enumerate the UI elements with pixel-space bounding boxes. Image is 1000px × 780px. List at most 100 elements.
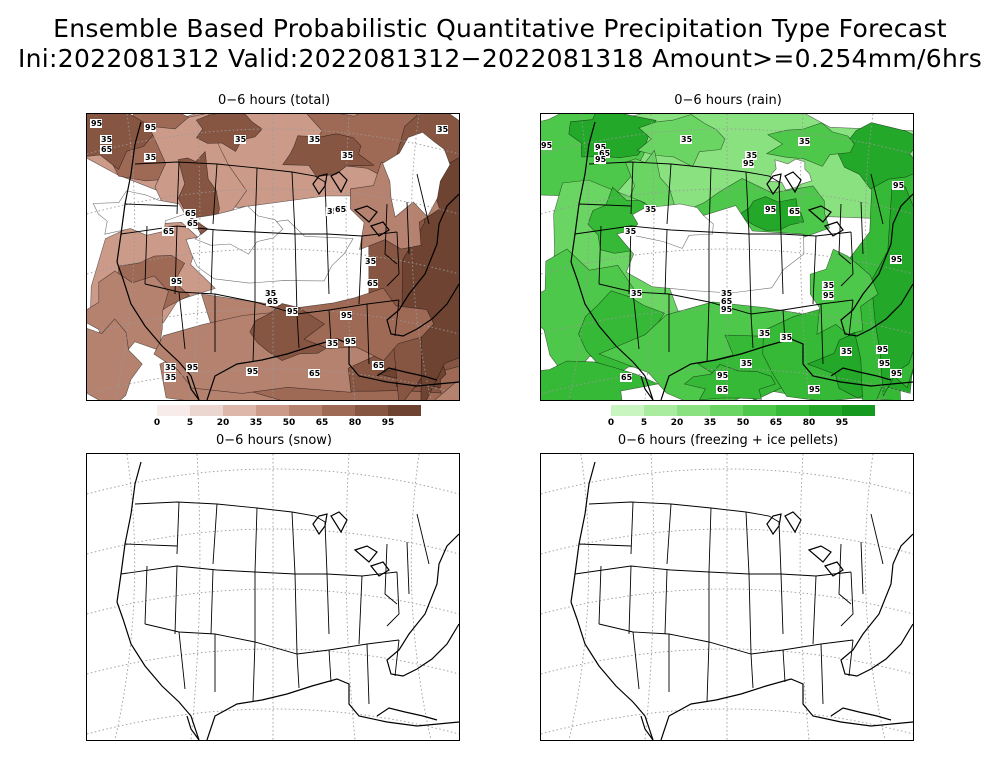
state-border bbox=[708, 167, 712, 233]
contour-label-bg bbox=[840, 347, 852, 356]
state-border bbox=[628, 225, 632, 295]
coastline bbox=[369, 221, 390, 237]
contour-label: 35 bbox=[101, 135, 113, 144]
contour-label: 95 bbox=[171, 277, 183, 286]
contour-label-bg bbox=[890, 369, 902, 378]
contour-label-bg bbox=[286, 307, 298, 316]
coastline bbox=[386, 193, 459, 337]
state-border bbox=[632, 291, 640, 350]
graticule-line bbox=[541, 368, 913, 395]
graticule-line bbox=[541, 648, 913, 675]
graticule-line bbox=[87, 468, 459, 495]
colorbar-swatch bbox=[256, 405, 289, 416]
colorbar-tick-label: 35 bbox=[249, 418, 263, 428]
contour-label-bg bbox=[186, 219, 198, 228]
state-border bbox=[838, 203, 852, 265]
coastline bbox=[116, 461, 142, 603]
state-border bbox=[210, 569, 214, 635]
contour-label: 35 bbox=[342, 151, 354, 160]
graticule-line bbox=[190, 114, 201, 400]
colorbar-swatch bbox=[677, 405, 710, 416]
contour-label: 95 bbox=[287, 307, 299, 316]
contour-label: 65 bbox=[373, 361, 385, 370]
contour-label-bg bbox=[890, 255, 902, 264]
coastline bbox=[840, 193, 913, 337]
coastline bbox=[369, 561, 390, 577]
state-border bbox=[840, 571, 854, 627]
colorbar-total bbox=[157, 405, 421, 416]
coastline bbox=[660, 678, 913, 740]
contour-label: 35 bbox=[759, 329, 771, 338]
state-border bbox=[358, 575, 363, 645]
graticule-line bbox=[87, 588, 459, 615]
colorbar-tick-label: 0 bbox=[607, 418, 615, 428]
state-border bbox=[326, 233, 330, 295]
contour-label: 65 bbox=[101, 145, 113, 154]
panel-title-total: 0−6 hours (total) bbox=[217, 93, 331, 108]
probability-contour bbox=[627, 203, 714, 249]
state-border bbox=[706, 301, 710, 363]
state-border bbox=[628, 565, 632, 635]
contour-label: 95 bbox=[877, 345, 889, 354]
state-border bbox=[780, 233, 784, 295]
contour-label-bg bbox=[720, 289, 732, 298]
graticule-line bbox=[87, 708, 459, 735]
contour-label-bg bbox=[764, 205, 776, 214]
state-border bbox=[664, 569, 668, 635]
graticule bbox=[87, 114, 459, 400]
graticule-line bbox=[568, 454, 590, 740]
contour-label: 95 bbox=[891, 255, 903, 264]
graticule-line bbox=[799, 454, 810, 740]
probability-contour bbox=[568, 114, 657, 159]
state-border bbox=[588, 501, 780, 523]
coastlines bbox=[116, 461, 459, 740]
state-border bbox=[848, 299, 854, 337]
state-border bbox=[748, 233, 752, 315]
state-border bbox=[120, 565, 398, 577]
contour-label: 95 bbox=[809, 385, 821, 394]
graticule-line bbox=[345, 114, 356, 400]
coastline bbox=[116, 121, 142, 263]
coastline bbox=[353, 545, 378, 563]
coastline bbox=[830, 707, 892, 721]
coastline bbox=[376, 367, 438, 381]
colorbar-swatch bbox=[355, 405, 388, 416]
contour-label: 35 bbox=[265, 289, 277, 298]
colorbar-tick-label: 20 bbox=[670, 418, 684, 428]
coastline bbox=[570, 601, 654, 740]
state-border bbox=[750, 653, 754, 689]
probability-contour bbox=[87, 318, 143, 400]
contour-label: 35 bbox=[235, 135, 247, 144]
contour-label: 95 bbox=[91, 119, 103, 128]
graticule-line bbox=[87, 308, 459, 335]
contour-label-bg bbox=[594, 143, 606, 152]
contour-label-bg bbox=[164, 373, 176, 382]
contour-label-bg bbox=[740, 359, 752, 368]
state-border bbox=[252, 301, 256, 363]
graticule-line bbox=[644, 454, 655, 740]
contour-label-bg bbox=[798, 137, 810, 146]
contour-label: 95 bbox=[721, 305, 733, 314]
graticule-line bbox=[541, 528, 913, 555]
state-border bbox=[176, 501, 180, 555]
colorbar-total-ticks: 0 5 20 35 50 65 80 95 bbox=[154, 418, 421, 430]
coastline bbox=[330, 171, 348, 194]
contour-label: 65 bbox=[163, 227, 175, 236]
graticule bbox=[541, 114, 913, 400]
probability-contour bbox=[765, 122, 855, 167]
coastline bbox=[312, 513, 328, 536]
graticule-line bbox=[541, 248, 913, 275]
colorbar-tick-label: 65 bbox=[769, 418, 783, 428]
contour-label-bg bbox=[624, 227, 636, 236]
contour-label: 35 bbox=[145, 153, 157, 162]
coastline bbox=[784, 511, 802, 534]
state-border bbox=[416, 513, 430, 565]
state-border bbox=[664, 229, 668, 295]
colorbar-swatch bbox=[710, 405, 743, 416]
contour-label: 35 bbox=[841, 347, 853, 356]
state-border bbox=[144, 225, 148, 285]
colorbar-tick-label: 95 bbox=[381, 418, 395, 428]
graticule-line bbox=[644, 114, 655, 400]
state-border bbox=[144, 565, 148, 625]
contour-label: 35 bbox=[625, 227, 637, 236]
